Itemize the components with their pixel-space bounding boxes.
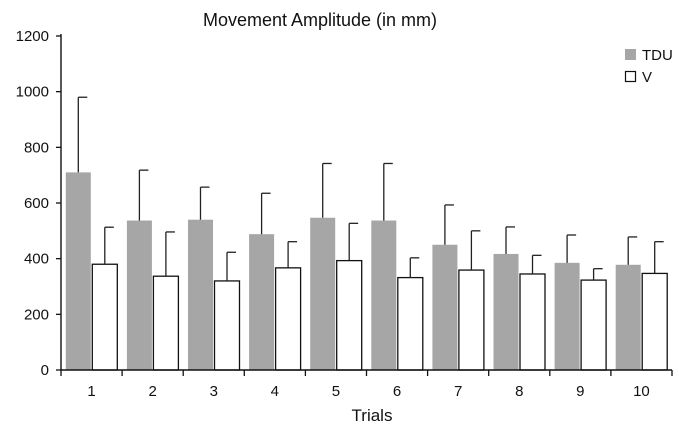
bar-tdu-trial-5 [310,217,336,370]
bar-v-trial-3 [213,280,241,371]
x-axis-label: Trials [352,406,393,425]
y-tick-label-600: 600 [24,195,49,212]
x-tick-label-4: 4 [271,383,279,400]
x-tick-label-5: 5 [332,383,340,400]
axes-layer: 0 200 400 600 800 1000 1200 1 2 3 4 5 6 7 8 9 10 [16,28,673,400]
bar-v-trial-5 [336,259,363,371]
bar-v-trial-1 [91,263,118,371]
bar-tdu-trial-4 [249,234,275,370]
y-tick-label-1000: 1000 [16,84,49,101]
legend: TDU V [624,47,673,86]
y-tick-label-200: 200 [24,306,49,323]
bar-tdu-trial-10 [615,264,641,370]
y-tick-label-0: 0 [41,362,49,379]
bar-v-trial-6 [397,276,424,371]
bar-tdu-trial-9 [554,262,580,370]
bar-v-trial-9 [580,279,607,371]
bar-tdu-trial-6 [371,220,397,370]
y-tick-label-400: 400 [24,251,49,268]
x-tick-label-1: 1 [87,383,95,400]
chart-title: Movement Amplitude (in mm) [203,10,437,30]
bars-layer [65,172,668,371]
bar-tdu-trial-3 [188,219,213,370]
x-tick-label-8: 8 [515,383,523,400]
x-tick-label-2: 2 [148,383,156,400]
legend-swatch-v [624,70,637,83]
bar-v-trial-10 [641,272,668,371]
bar-v-trial-8 [519,273,546,371]
legend-label-tdu: TDU [642,47,673,64]
bar-v-trial-7 [458,269,485,371]
bar-tdu-trial-1 [65,172,91,370]
bar-tdu-trial-7 [432,244,458,370]
bar-tdu-trial-2 [126,220,152,370]
bar-tdu-trial-8 [493,253,519,370]
x-tick-label-9: 9 [576,383,584,400]
x-tick-label-10: 10 [633,383,650,400]
bar-v-trial-4 [274,267,302,371]
legend-swatch-tdu [625,49,636,60]
bar-v-trial-2 [152,275,180,371]
y-tick-label-800: 800 [24,139,49,156]
x-tick-label-7: 7 [454,383,462,400]
x-tick-label-6: 6 [393,383,401,400]
y-tick-label-1200: 1200 [16,28,49,45]
error-bars-layer [77,96,664,281]
x-tick-label-3: 3 [210,383,218,400]
legend-label-v: V [642,69,652,86]
